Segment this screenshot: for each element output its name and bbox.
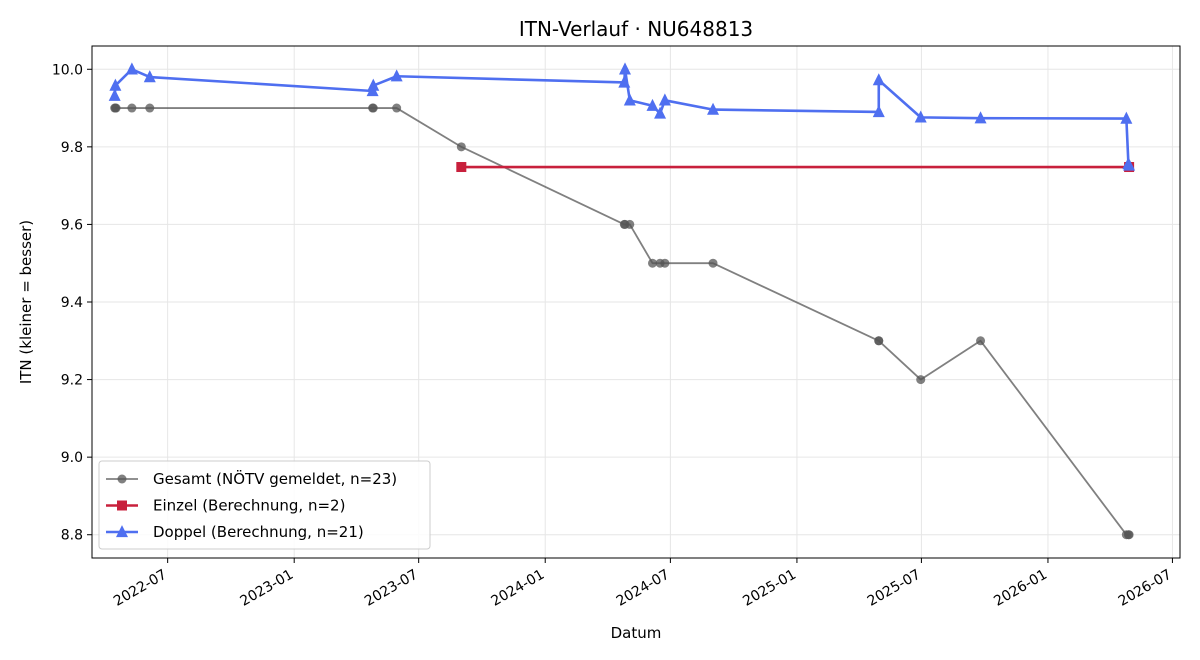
data-point [625, 219, 635, 229]
series-1 [110, 103, 1134, 540]
x-tick-label: 2025-07 [865, 567, 924, 610]
data-point [872, 73, 885, 86]
data-point [456, 162, 467, 173]
data-point [914, 110, 927, 123]
data-point [974, 111, 987, 124]
data-point [145, 103, 155, 113]
y-axis-label: ITN (kleiner = besser) [17, 220, 35, 384]
legend: Gesamt (NÖTV gemeldet, n=23) Einzel (Bere… [98, 460, 431, 550]
y-tick-label: 8.8 [61, 528, 83, 544]
data-point [392, 103, 402, 113]
data-point [111, 103, 121, 113]
data-point [109, 78, 122, 91]
x-tick-label: 2025-01 [740, 567, 799, 610]
data-point [916, 375, 926, 385]
data-point [618, 62, 631, 75]
legend-swatch-marker [117, 500, 127, 511]
legend-label: Gesamt (NÖTV gemeldet, n=23) [153, 469, 397, 488]
y-tick-label: 9.8 [61, 140, 83, 156]
y-tick-label: 9.2 [61, 373, 83, 389]
data-point [648, 258, 658, 268]
data-point [125, 62, 138, 75]
x-axis-label: Datum [611, 624, 662, 642]
legend-label: Doppel (Berechnung, n=21) [153, 523, 364, 541]
x-tick-label: 2026-07 [1116, 567, 1175, 610]
legend-swatch-marker [116, 525, 128, 538]
data-point [707, 102, 720, 115]
x-axis-ticks: 2022-07 2023-01 2023-07 2024-01 2024-07 2025-… [111, 558, 1174, 610]
x-tick-label: 2022-07 [111, 567, 170, 610]
legend-box [98, 460, 431, 550]
series-2 [456, 162, 1135, 173]
data-point [660, 258, 670, 268]
data-point [143, 70, 156, 83]
y-tick-label: 10.0 [52, 62, 83, 78]
data-point [367, 78, 380, 91]
y-axis-ticks: 8.8 9.0 9.2 9.4 9.6 9.8 10.0 [52, 62, 92, 544]
y-tick-label: 9.0 [61, 450, 83, 466]
legend-label: Einzel (Berechnung, n=2) [153, 497, 345, 515]
data-point [658, 93, 671, 106]
data-point [708, 258, 718, 268]
data-point [1120, 111, 1133, 124]
data-point [623, 93, 636, 106]
data-point [127, 103, 137, 113]
series-3 [108, 62, 1136, 171]
x-tick-label: 2024-01 [489, 567, 548, 610]
data-point [976, 336, 986, 346]
data-point [108, 88, 121, 101]
data-point [390, 69, 403, 82]
y-tick-label: 9.6 [61, 217, 83, 233]
x-tick-label: 2024-07 [614, 567, 673, 610]
data-point [1123, 158, 1136, 171]
data-point [618, 75, 631, 88]
data-point [872, 105, 885, 118]
x-tick-label: 2026-01 [991, 567, 1050, 610]
data-point [1124, 530, 1134, 540]
y-tick-label: 9.4 [61, 295, 83, 311]
data-point [646, 98, 659, 111]
data-point [456, 142, 466, 152]
data-point [654, 106, 667, 119]
series-layer [108, 62, 1136, 540]
x-tick-label: 2023-01 [238, 567, 297, 610]
chart-title: ITN-Verlauf · NU648813 [519, 17, 753, 41]
legend-swatch-marker [117, 474, 127, 484]
data-point [368, 103, 378, 113]
x-tick-label: 2023-07 [362, 567, 421, 610]
data-point [874, 336, 884, 346]
